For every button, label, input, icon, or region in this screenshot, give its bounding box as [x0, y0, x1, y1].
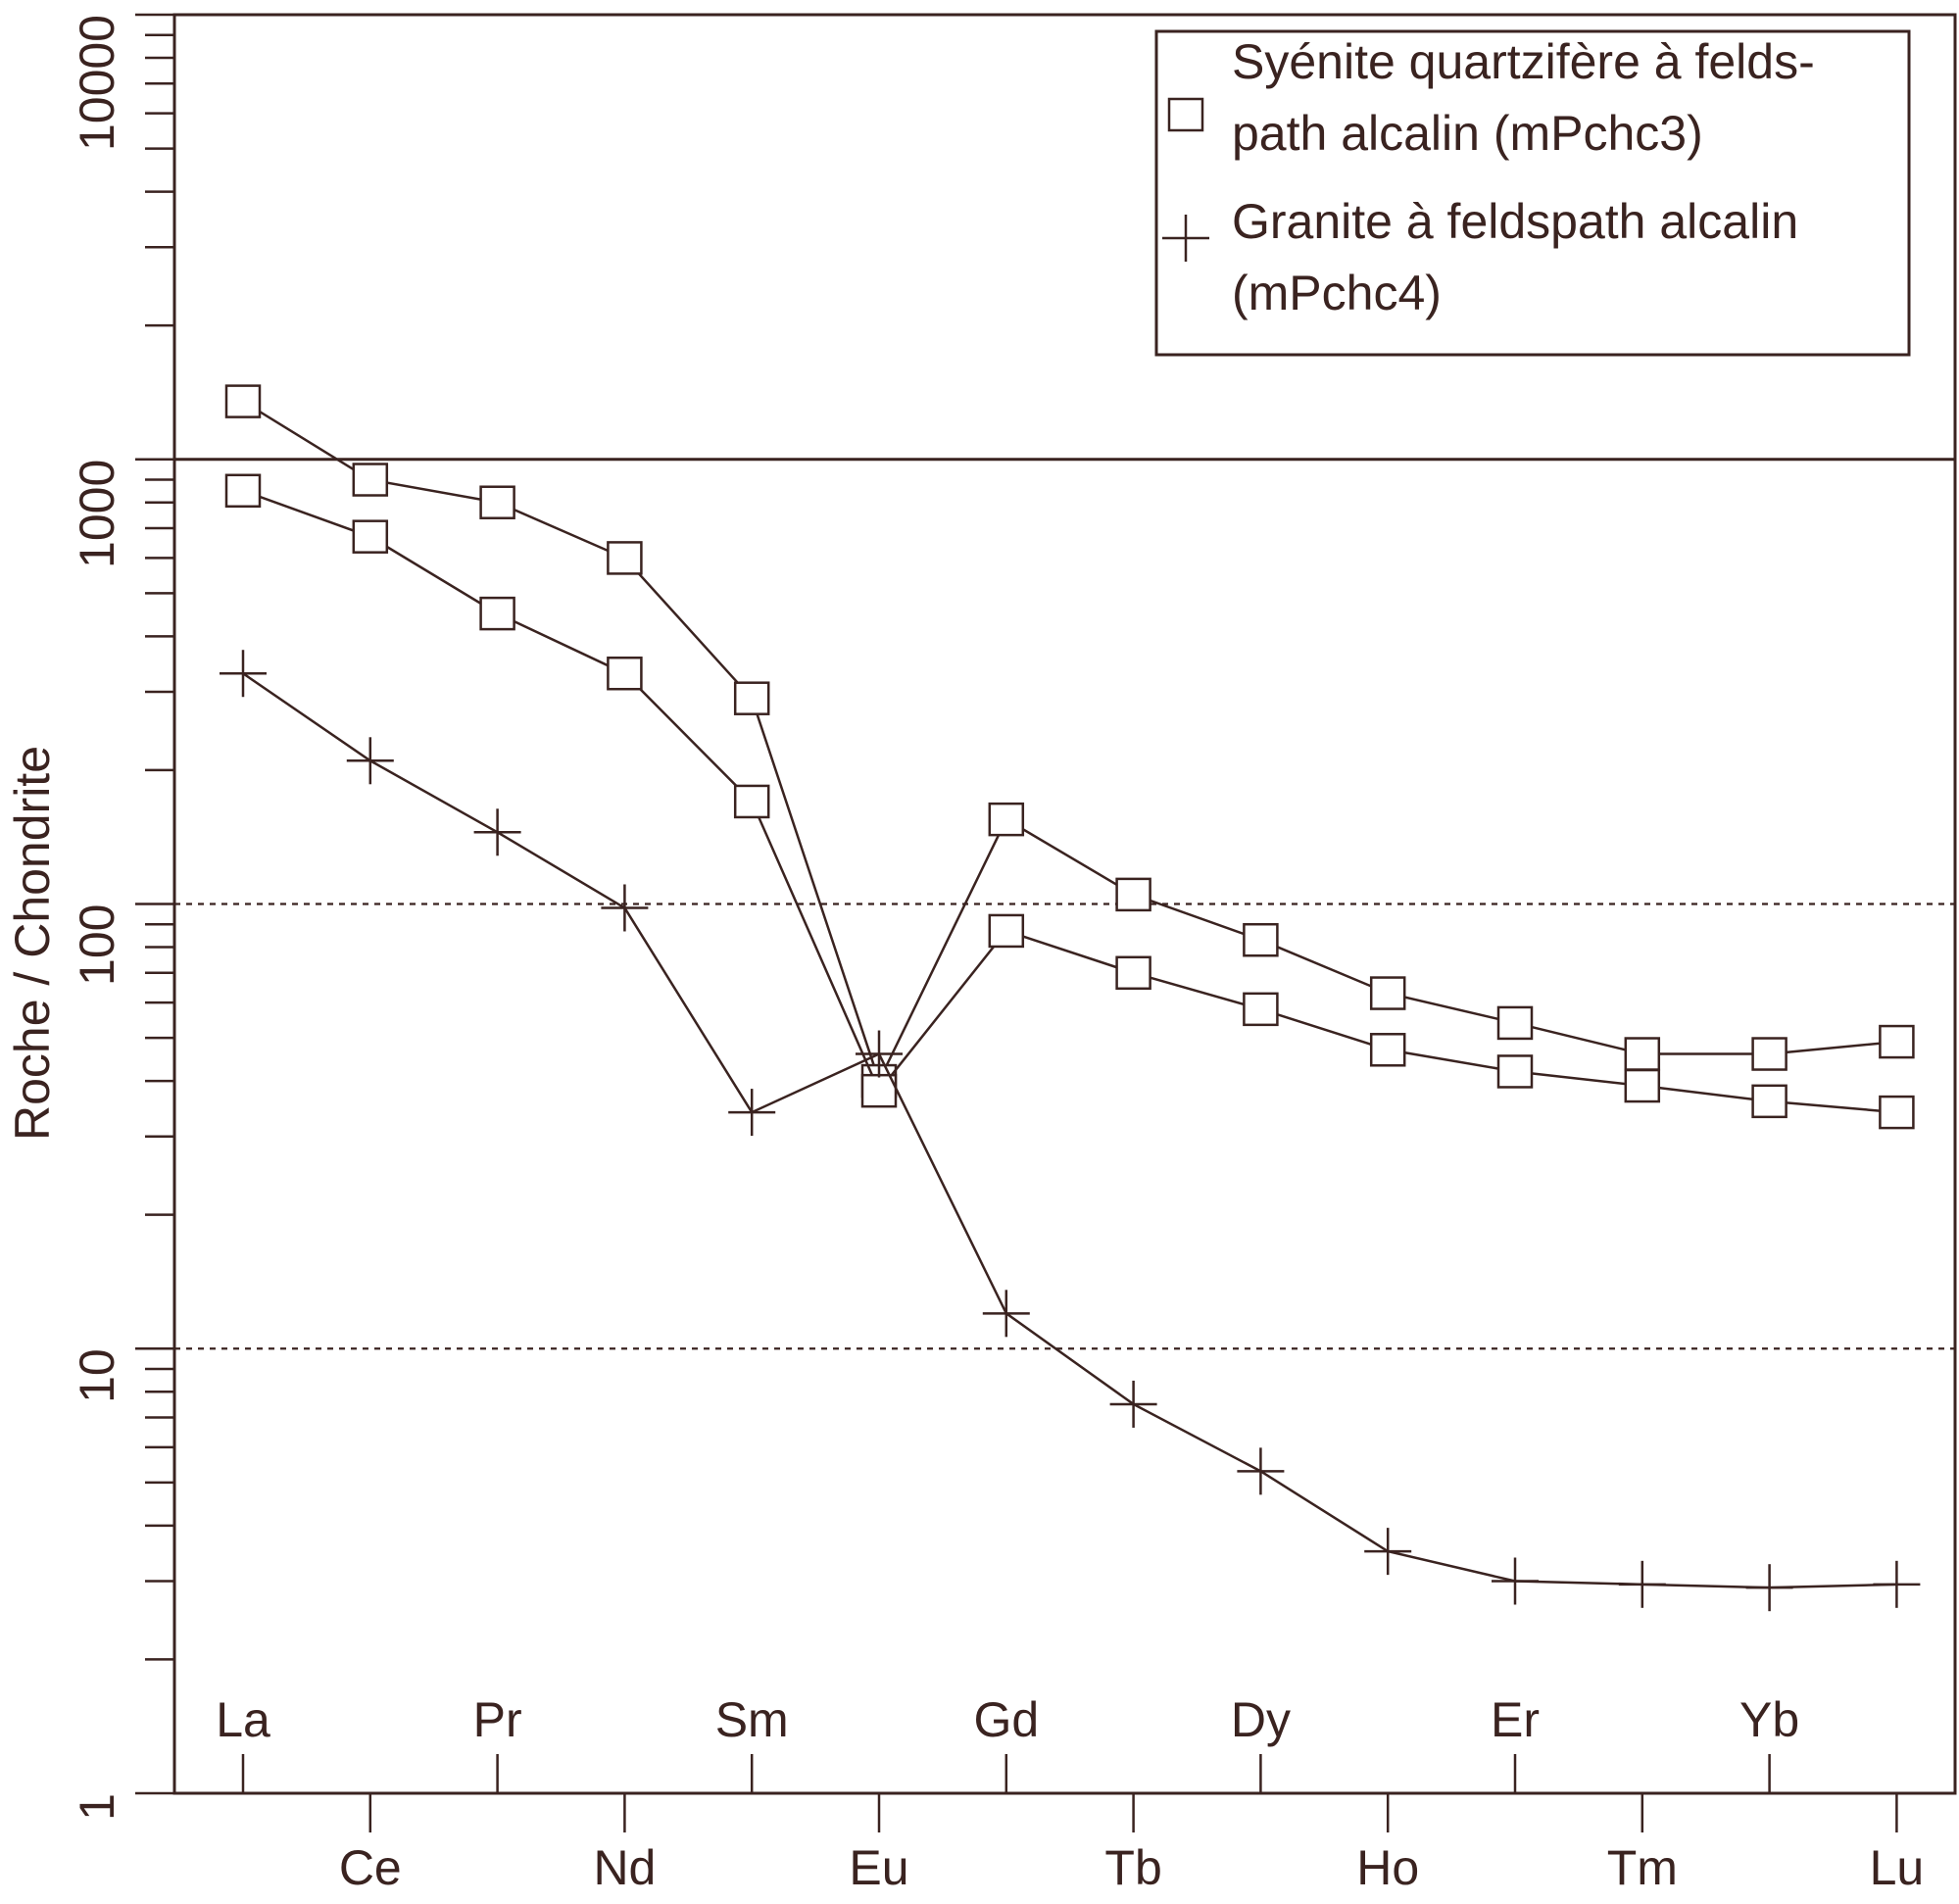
- data-point: [733, 784, 770, 819]
- data-point: [601, 884, 649, 932]
- legend-entry-2: Granite à feldspath alcalin (mPchc4): [1162, 194, 1798, 320]
- data-point: [1618, 1560, 1666, 1608]
- legend-marker: [1167, 97, 1204, 132]
- data-point: [607, 541, 643, 575]
- data-point: [352, 463, 389, 497]
- data-point: [479, 596, 515, 631]
- data-point: [1243, 922, 1279, 957]
- series-1: [224, 384, 1915, 1098]
- x-tick-label: Ce: [339, 1840, 402, 1895]
- x-tick-label: Sm: [715, 1692, 789, 1747]
- data-point: [982, 1290, 1030, 1338]
- data-point: [220, 650, 267, 698]
- data-point: [1624, 1068, 1661, 1103]
- data-point: [352, 519, 389, 554]
- reference-lines: [174, 458, 1955, 1350]
- data-point: [1243, 992, 1279, 1027]
- data-point: [1364, 1528, 1412, 1576]
- x-tick-label: Lu: [1870, 1840, 1925, 1895]
- data-point: [1745, 1564, 1793, 1612]
- y-tick-label: 10: [70, 1348, 124, 1403]
- data-point: [1624, 1037, 1661, 1071]
- legend-label: Syénite quartzifère à felds-: [1232, 34, 1815, 89]
- y-tick-label: 1: [70, 1793, 124, 1821]
- x-tick-label: Yb: [1739, 1692, 1799, 1747]
- x-tick-label: Eu: [849, 1840, 908, 1895]
- data-point: [1751, 1084, 1788, 1119]
- legend-label: Granite à feldspath alcalin: [1232, 194, 1798, 249]
- axes: 1 10 100 1000 10000 Roche / Chondrite La Ce Pr Nd…: [5, 13, 1957, 1895]
- legend-label: path alcalin (mPchc3): [1232, 106, 1703, 161]
- series-3: [220, 650, 1921, 1612]
- x-tick-label: Pr: [473, 1692, 522, 1747]
- x-tick-label: Dy: [1231, 1692, 1291, 1747]
- data-point: [988, 913, 1025, 949]
- data-point: [860, 1073, 898, 1108]
- legend-box: [1154, 29, 1911, 357]
- data-point: [1751, 1037, 1788, 1071]
- data-point: [346, 737, 394, 785]
- x-tick-label: Tm: [1607, 1840, 1678, 1895]
- data-point: [1873, 1560, 1921, 1608]
- y-tick-label: 100: [70, 904, 124, 986]
- data-point: [1369, 976, 1406, 1010]
- data-point: [479, 485, 515, 519]
- data-series: [220, 384, 1921, 1612]
- series-line: [242, 489, 1897, 1114]
- data-point: [1115, 955, 1151, 991]
- series-line: [242, 672, 1897, 1589]
- x-tick-label: Er: [1491, 1692, 1540, 1747]
- data-point: [1369, 1033, 1406, 1067]
- legend-entry-1: Syénite quartzifère à felds-path alcalin…: [1167, 34, 1815, 161]
- data-point: [1496, 1005, 1534, 1041]
- data-point: [1237, 1447, 1285, 1495]
- data-point: [607, 656, 643, 691]
- series-2: [224, 473, 1915, 1130]
- data-point: [1115, 877, 1151, 912]
- data-point: [473, 808, 521, 856]
- data-point: [1496, 1054, 1534, 1089]
- x-tick-label: Tb: [1104, 1840, 1161, 1895]
- series-line: [242, 400, 1897, 1085]
- y-tick-label: 1000: [70, 460, 124, 568]
- data-point: [224, 384, 262, 418]
- x-tick-label: Gd: [973, 1692, 1039, 1747]
- y-axis-title: Roche / Chondrite: [5, 746, 60, 1141]
- x-tick-label: Ho: [1356, 1840, 1419, 1895]
- legend-marker: [1162, 215, 1209, 262]
- y-tick-label: 10000: [70, 15, 124, 151]
- data-point: [1879, 1024, 1915, 1059]
- legend: Syénite quartzifère à felds-path alcalin…: [1154, 29, 1911, 357]
- data-point: [728, 1089, 776, 1137]
- data-point: [856, 1030, 903, 1078]
- legend-label: (mPchc4): [1232, 266, 1442, 320]
- data-point: [224, 473, 262, 509]
- data-point: [1109, 1380, 1157, 1428]
- x-tick-label: La: [216, 1692, 270, 1747]
- data-point: [1879, 1095, 1915, 1130]
- data-point: [733, 681, 770, 715]
- data-point: [1492, 1557, 1539, 1605]
- data-point: [988, 802, 1025, 837]
- x-tick-label: Nd: [593, 1840, 656, 1895]
